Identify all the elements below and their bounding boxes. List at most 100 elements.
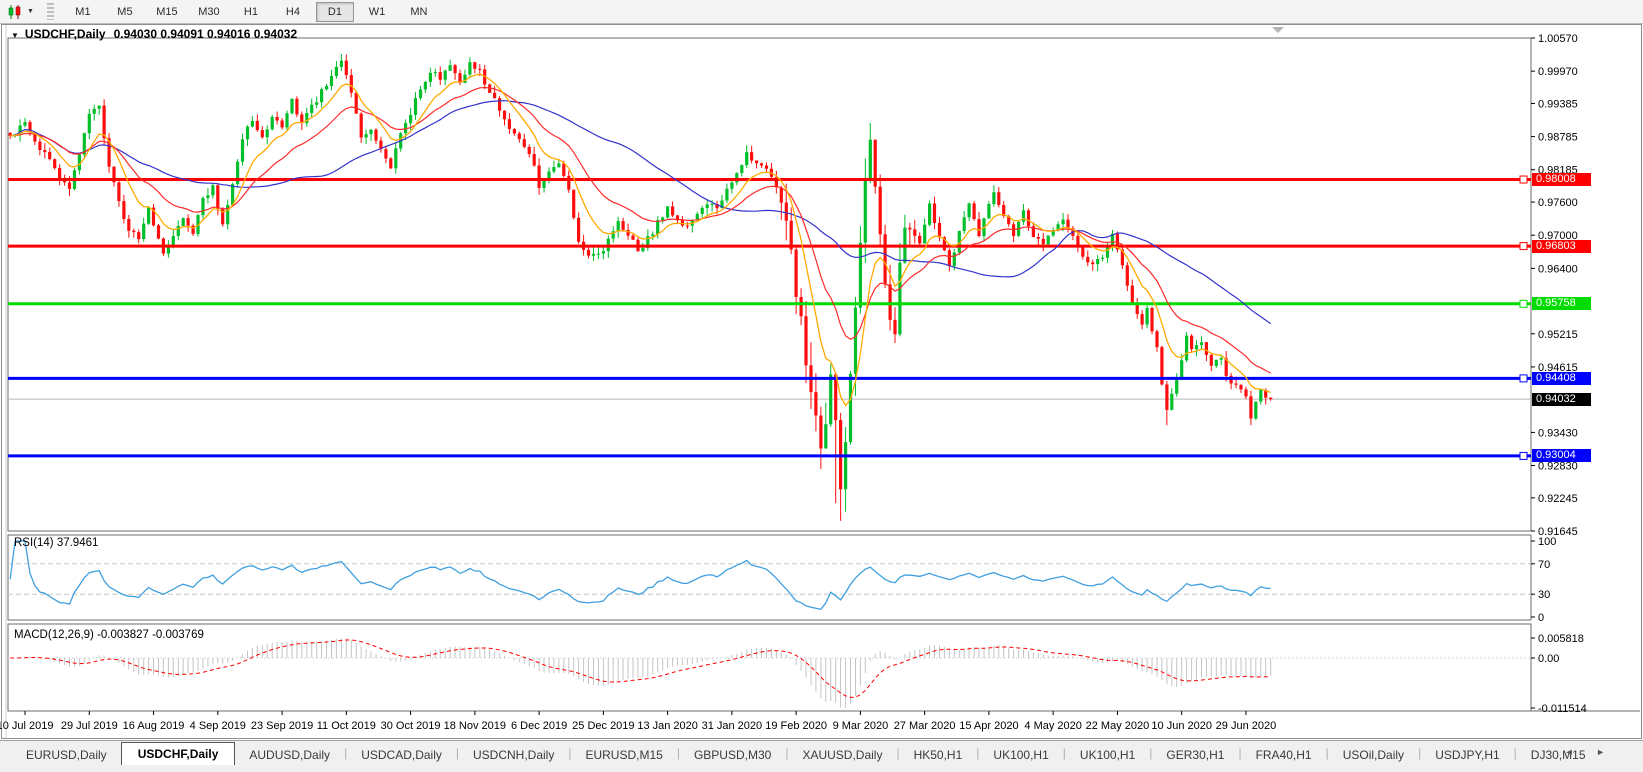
tab-scroll-buttons: ◄ ► bbox=[1565, 747, 1615, 757]
price-tick-label: 0.97600 bbox=[1538, 197, 1578, 209]
rsi-panel-frame bbox=[7, 534, 1532, 621]
date-tick-label: 29 Jul 2019 bbox=[61, 720, 118, 732]
date-tick-label: 25 Dec 2019 bbox=[572, 720, 634, 732]
bottom-tab-UK100-H1[interactable]: UK100,H1 bbox=[993, 748, 1049, 762]
bottom-tab-EURUSD-M15[interactable]: EURUSD,M15 bbox=[585, 748, 663, 762]
rsi-indicator-label: RSI(14) 37.9461 bbox=[14, 537, 99, 549]
date-tick-label: 10 Jul 2019 bbox=[0, 720, 53, 732]
chart-tab-bar: EURUSD,Daily USDCHF,Daily AUDUSD,Daily | USD… bbox=[0, 740, 1643, 772]
bottom-tab-FRA40-H1[interactable]: FRA40,H1 bbox=[1255, 748, 1312, 762]
tab-divider: | bbox=[896, 746, 900, 760]
price-tick-label: 0.96400 bbox=[1538, 263, 1578, 275]
chart-title: ▼ USDCHF,Daily 0.94030 0.94091 0.94016 0.9… bbox=[11, 27, 297, 41]
tab-divider: | bbox=[1238, 746, 1242, 760]
bottom-tab-HK50-H1[interactable]: HK50,H1 bbox=[913, 748, 963, 762]
price-tick-label: 0.99970 bbox=[1538, 66, 1578, 78]
price-tick-label: 1.00570 bbox=[1538, 33, 1578, 45]
timeframe-button-M30[interactable]: M30 bbox=[198, 5, 220, 18]
date-tick-label: 9 Mar 2020 bbox=[833, 720, 889, 732]
tab-divider: | bbox=[344, 746, 348, 760]
tab-divider: | bbox=[568, 746, 572, 760]
tab-divider: | bbox=[676, 746, 680, 760]
tab-divider: | bbox=[455, 746, 459, 760]
macd-axis-label: 0.00 bbox=[1538, 653, 1559, 665]
rsi-line bbox=[9, 540, 1271, 611]
price-level-label[interactable]: 0.93004 bbox=[1532, 449, 1591, 463]
price-tick-label: 0.98785 bbox=[1538, 132, 1578, 144]
date-tick-label: 16 Aug 2019 bbox=[123, 720, 185, 732]
toolbar-grip[interactable] bbox=[46, 3, 54, 20]
chevron-down-icon: ▼ bbox=[27, 8, 34, 15]
chart-ohlc-values: 0.94030 0.94091 0.94016 0.94032 bbox=[113, 27, 298, 41]
bottom-tab-XAUUSD-Daily[interactable]: XAUUSD,Daily bbox=[802, 748, 883, 762]
date-tick-label: 30 Oct 2019 bbox=[381, 720, 441, 732]
bottom-tab-USDCAD-Daily[interactable]: USDCAD,Daily bbox=[361, 748, 442, 762]
price-tick-label: 0.91645 bbox=[1538, 526, 1578, 538]
level-line-handle bbox=[1519, 374, 1528, 383]
macd-panel-frame bbox=[7, 623, 1532, 712]
tab-divider: | bbox=[1418, 746, 1422, 760]
tab-divider: | bbox=[785, 746, 789, 760]
candlestick-chart-icon bbox=[8, 4, 21, 19]
date-tick-label: 31 Jan 2020 bbox=[702, 720, 763, 732]
level-line-handle bbox=[1519, 242, 1528, 251]
bottom-tab-AUDUSD-Daily[interactable]: AUDUSD,Daily bbox=[249, 748, 331, 762]
price-level-label[interactable]: 0.96803 bbox=[1532, 239, 1591, 253]
price-tick-label: 0.99385 bbox=[1538, 98, 1578, 110]
macd-histogram bbox=[19, 638, 1272, 708]
current-price-label: 0.94032 bbox=[1532, 392, 1591, 406]
tab-divider: | bbox=[1513, 746, 1517, 760]
bottom-tab-USOil-Daily[interactable]: USOil,Daily bbox=[1342, 748, 1405, 762]
timeframe-button-M15[interactable]: M15 bbox=[156, 5, 178, 18]
chart-symbol-label: USDCHF,Daily bbox=[24, 27, 106, 41]
price-tick-label: 0.94615 bbox=[1538, 362, 1578, 374]
timeframe-button-M1[interactable]: M1 bbox=[75, 5, 91, 18]
bottom-tab-EURUSD-Daily[interactable]: EURUSD,Daily bbox=[26, 748, 107, 762]
tab-divider: | bbox=[1325, 746, 1329, 760]
macd-axis-label: -0.011514 bbox=[1538, 703, 1587, 715]
price-tick-label: 0.92245 bbox=[1538, 493, 1578, 505]
moving-average-mid bbox=[10, 86, 1271, 374]
tab-scroll-left-icon[interactable]: ◄ bbox=[1564, 747, 1584, 757]
macd-indicator-label: MACD(12,26,9) -0.003827 -0.003769 bbox=[14, 629, 204, 641]
price-tick-label: 0.95215 bbox=[1538, 329, 1578, 341]
main-panel-frame bbox=[7, 37, 1532, 532]
bottom-tab-UK100-H1[interactable]: UK100,H1 bbox=[1079, 748, 1136, 762]
price-level-label[interactable]: 0.98008 bbox=[1532, 173, 1591, 187]
moving-average-fast bbox=[10, 73, 1271, 407]
price-level-label[interactable]: 0.95758 bbox=[1532, 297, 1591, 311]
timeframe-button-H1[interactable]: H1 bbox=[243, 5, 258, 18]
bottom-tab-USDCNH-Daily[interactable]: USDCNH,Daily bbox=[473, 748, 555, 762]
date-tick-label: 29 Jun 2020 bbox=[1216, 720, 1277, 732]
price-tick-label: 0.97000 bbox=[1538, 230, 1578, 242]
price-tick-label: 0.93430 bbox=[1538, 427, 1578, 439]
candles bbox=[8, 54, 1273, 521]
timeframe-button-M5[interactable]: M5 bbox=[117, 5, 133, 18]
chart-tabs: EURUSD,Daily USDCHF,Daily AUDUSD,Daily | USD… bbox=[0, 741, 1643, 765]
date-tick-label: 19 Feb 2020 bbox=[765, 720, 827, 732]
bottom-tab-USDCHF-Daily[interactable]: USDCHF,Daily bbox=[120, 742, 236, 765]
date-tick-label: 15 Apr 2020 bbox=[959, 720, 1018, 732]
bottom-tab-DJ30-M15[interactable]: DJ30,M15 bbox=[1530, 748, 1586, 762]
tab-divider: | bbox=[1149, 746, 1153, 760]
date-tick-label: 4 Sep 2019 bbox=[190, 720, 246, 732]
timeframe-button-H4[interactable]: H4 bbox=[285, 5, 300, 18]
chart-type-button[interactable]: ▼ bbox=[4, 2, 37, 22]
tab-scroll-right-icon[interactable]: ► bbox=[1596, 747, 1615, 757]
bottom-tab-GBPUSD-M30[interactable]: GBPUSD,M30 bbox=[693, 748, 772, 762]
rsi-axis-label: 0 bbox=[1538, 612, 1544, 624]
macd-axis-label: 0.005818 bbox=[1538, 633, 1584, 645]
timeframe-button-MN[interactable]: MN bbox=[410, 5, 428, 18]
timeframe-button-D1[interactable]: D1 bbox=[315, 1, 354, 22]
bottom-tab-USDJPY-H1[interactable]: USDJPY,H1 bbox=[1435, 748, 1500, 762]
moving-average-slow bbox=[10, 100, 1272, 325]
chart-shift-marker-icon bbox=[1272, 27, 1284, 33]
bottom-tab-GER30-H1[interactable]: GER30,H1 bbox=[1166, 748, 1225, 762]
rsi-axis-label: 100 bbox=[1538, 536, 1556, 548]
price-level-label[interactable]: 0.94408 bbox=[1532, 371, 1591, 385]
timeframe-button-W1[interactable]: W1 bbox=[368, 5, 386, 18]
rsi-axis-label: 30 bbox=[1538, 589, 1550, 601]
level-line-handle bbox=[1519, 299, 1528, 308]
level-line-handle bbox=[1519, 451, 1528, 460]
